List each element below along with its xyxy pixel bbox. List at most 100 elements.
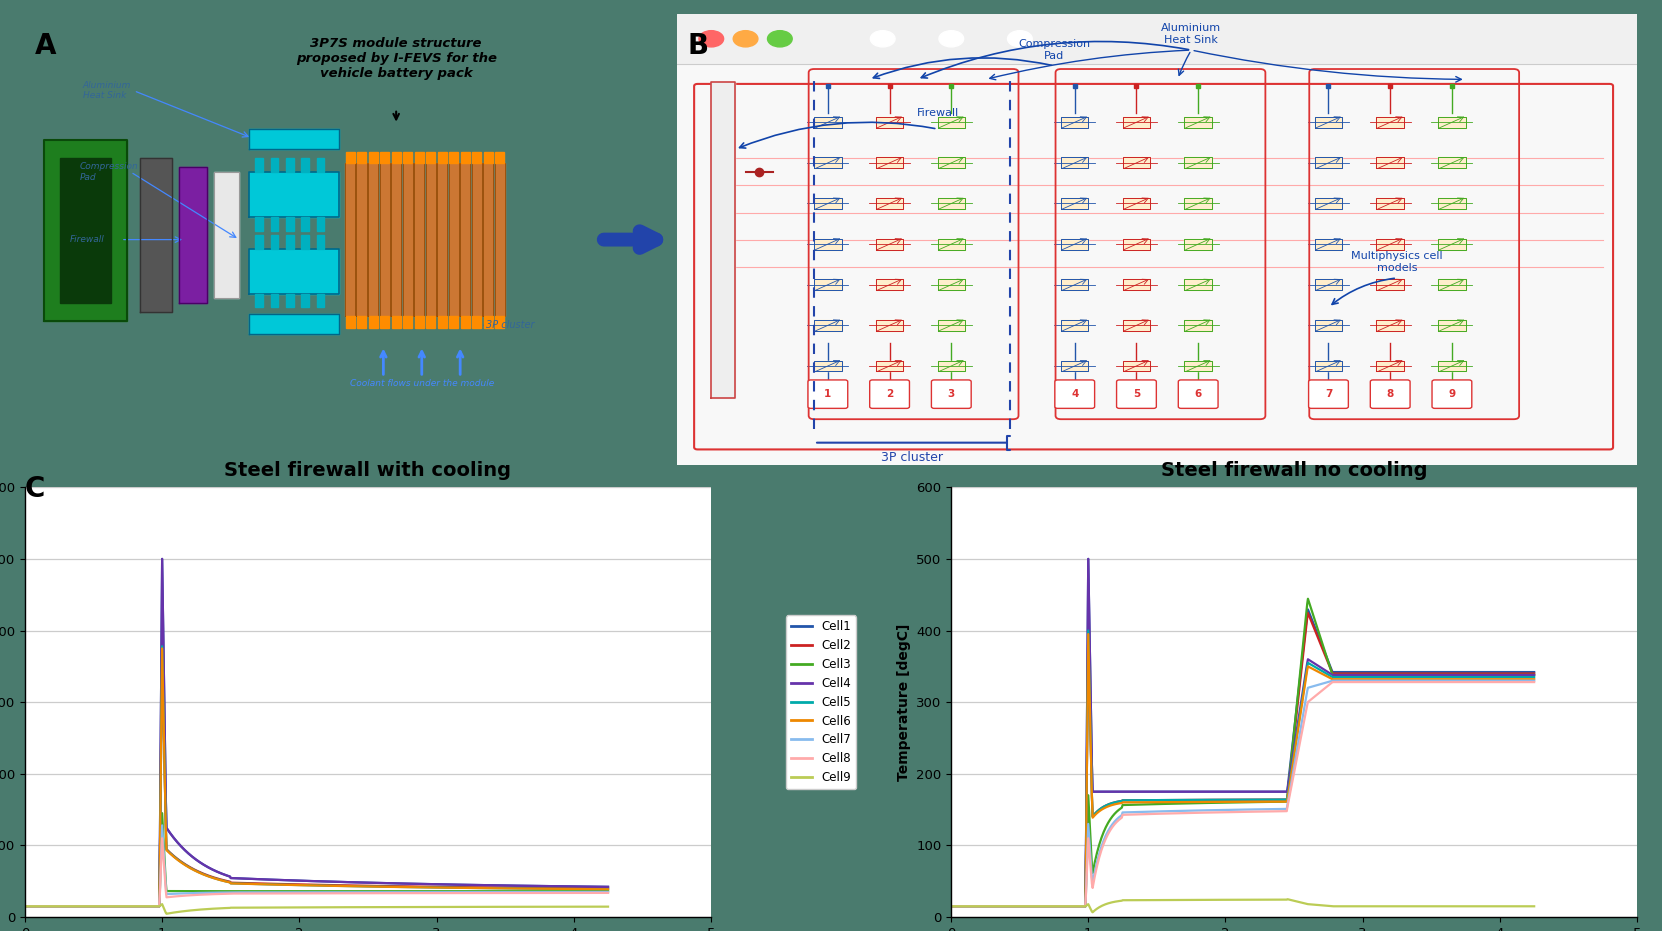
Polygon shape [484, 152, 494, 163]
Polygon shape [449, 152, 459, 163]
Polygon shape [484, 317, 494, 328]
Polygon shape [286, 158, 294, 172]
Text: Aluminium
Heat Sink: Aluminium Heat Sink [83, 81, 131, 101]
Polygon shape [495, 152, 504, 163]
FancyBboxPatch shape [1433, 380, 1473, 409]
FancyBboxPatch shape [1369, 380, 1409, 409]
Polygon shape [1438, 117, 1466, 128]
FancyBboxPatch shape [931, 380, 971, 409]
Polygon shape [1060, 198, 1089, 209]
Polygon shape [437, 152, 447, 163]
Polygon shape [379, 163, 391, 317]
Polygon shape [271, 217, 279, 231]
Polygon shape [249, 172, 339, 217]
Polygon shape [1376, 320, 1404, 331]
Polygon shape [369, 152, 377, 163]
Text: Compression
Pad: Compression Pad [1019, 39, 1090, 61]
Polygon shape [425, 317, 435, 328]
Polygon shape [1124, 360, 1150, 371]
Polygon shape [301, 158, 309, 172]
Polygon shape [1060, 117, 1089, 128]
Polygon shape [425, 152, 435, 163]
Polygon shape [140, 158, 173, 312]
Polygon shape [1438, 198, 1466, 209]
Polygon shape [937, 279, 966, 290]
FancyBboxPatch shape [1055, 380, 1095, 409]
Polygon shape [256, 217, 263, 231]
Polygon shape [357, 317, 366, 328]
Polygon shape [814, 238, 841, 250]
FancyBboxPatch shape [869, 380, 909, 409]
Polygon shape [271, 158, 279, 172]
Polygon shape [937, 238, 966, 250]
Circle shape [939, 31, 964, 47]
Y-axis label: Temperature [degC]: Temperature [degC] [896, 624, 911, 781]
Polygon shape [1315, 238, 1343, 250]
Polygon shape [814, 360, 841, 371]
Polygon shape [1060, 360, 1089, 371]
Polygon shape [317, 217, 324, 231]
Polygon shape [1376, 279, 1404, 290]
Polygon shape [317, 294, 324, 307]
Polygon shape [495, 163, 505, 317]
Polygon shape [472, 152, 482, 163]
Polygon shape [472, 163, 482, 317]
Polygon shape [1185, 238, 1212, 250]
Polygon shape [484, 163, 494, 317]
Text: A: A [35, 32, 57, 60]
Polygon shape [416, 317, 424, 328]
Polygon shape [1060, 279, 1089, 290]
Polygon shape [1124, 198, 1150, 209]
Polygon shape [414, 163, 424, 317]
Polygon shape [45, 141, 128, 321]
Polygon shape [814, 117, 841, 128]
Text: 3P cluster: 3P cluster [881, 451, 942, 464]
Polygon shape [1438, 279, 1466, 290]
Polygon shape [425, 163, 435, 317]
Text: C: C [25, 475, 45, 503]
Polygon shape [60, 158, 111, 303]
Polygon shape [937, 198, 966, 209]
Text: 3: 3 [947, 389, 956, 398]
Text: Firewall: Firewall [916, 108, 959, 118]
Polygon shape [1185, 117, 1212, 128]
Polygon shape [1185, 157, 1212, 169]
Polygon shape [460, 317, 470, 328]
Polygon shape [1315, 320, 1343, 331]
Polygon shape [814, 279, 841, 290]
Polygon shape [814, 198, 841, 209]
Polygon shape [249, 249, 339, 294]
Polygon shape [404, 317, 412, 328]
Polygon shape [356, 163, 367, 317]
Polygon shape [1185, 320, 1212, 331]
Polygon shape [472, 317, 482, 328]
Polygon shape [711, 82, 735, 398]
Text: 3P7S module structure
proposed by I-FEVS for the
vehicle battery pack: 3P7S module structure proposed by I-FEVS… [296, 36, 497, 79]
Polygon shape [1315, 360, 1343, 371]
Polygon shape [317, 158, 324, 172]
Polygon shape [1185, 279, 1212, 290]
Polygon shape [357, 152, 366, 163]
Polygon shape [876, 279, 902, 290]
FancyBboxPatch shape [1308, 380, 1348, 409]
Polygon shape [1438, 238, 1466, 250]
Polygon shape [937, 360, 966, 371]
Polygon shape [1185, 360, 1212, 371]
Text: 5: 5 [1133, 389, 1140, 398]
Text: Coolant flows under the module: Coolant flows under the module [349, 379, 494, 388]
Polygon shape [178, 168, 208, 303]
Text: Multiphysics cell
models: Multiphysics cell models [1351, 251, 1443, 273]
Text: 2: 2 [886, 389, 892, 398]
Polygon shape [271, 236, 279, 249]
Polygon shape [317, 236, 324, 249]
Polygon shape [1124, 238, 1150, 250]
Polygon shape [937, 157, 966, 169]
Polygon shape [1315, 279, 1343, 290]
Polygon shape [876, 157, 902, 169]
Polygon shape [1438, 360, 1466, 371]
Polygon shape [249, 129, 339, 149]
Polygon shape [392, 152, 401, 163]
Polygon shape [381, 317, 389, 328]
Polygon shape [460, 163, 470, 317]
Polygon shape [1376, 157, 1404, 169]
